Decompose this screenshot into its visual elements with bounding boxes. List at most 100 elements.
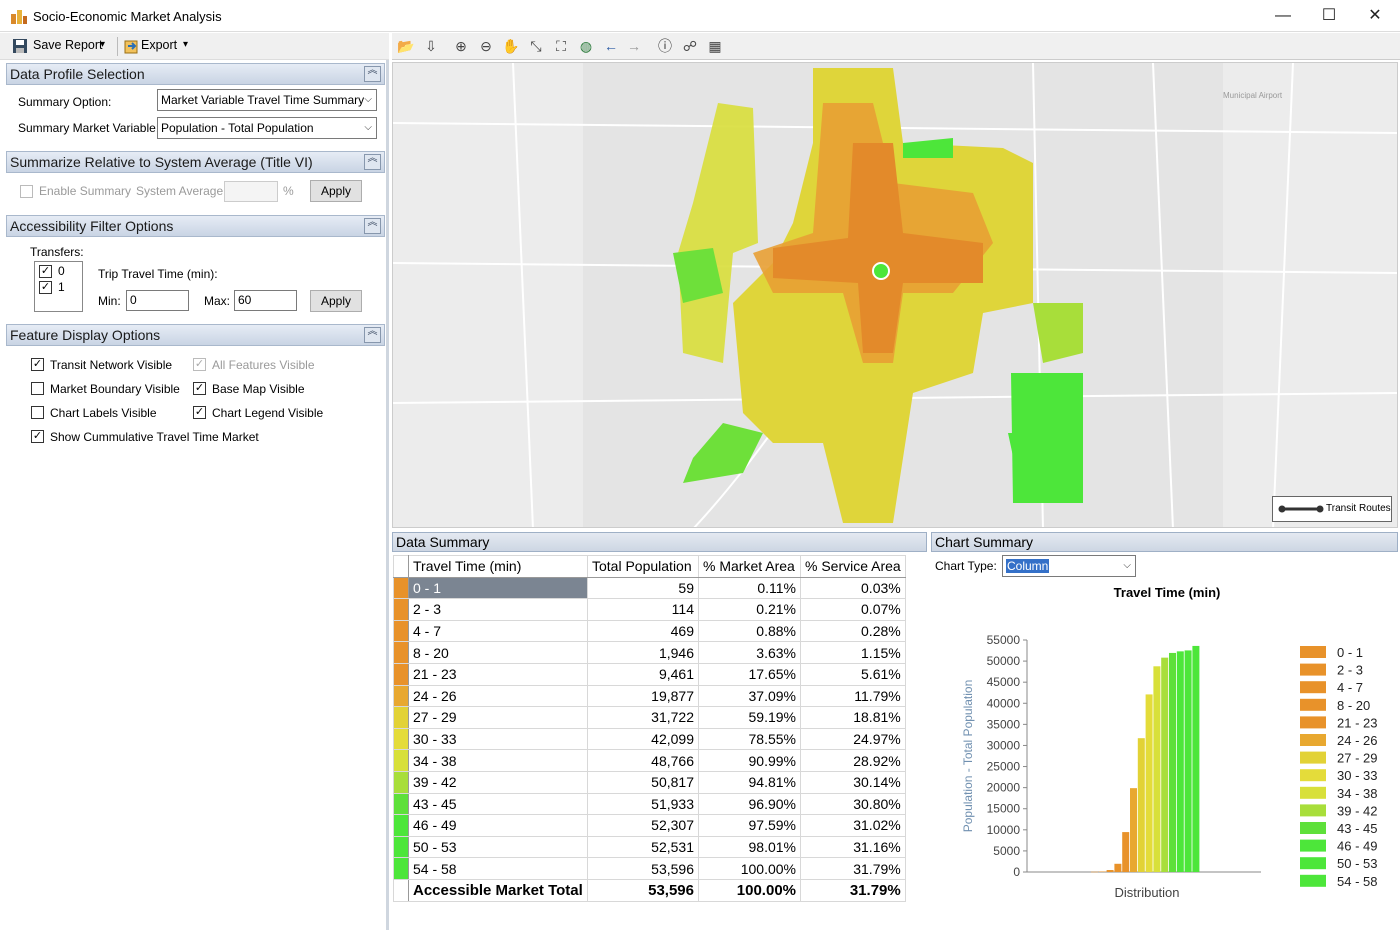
collapse-icon[interactable]: ︽ xyxy=(364,66,381,82)
market-area-cell[interactable]: 96.90% xyxy=(698,792,801,816)
column-header-market-area[interactable]: % Market Area xyxy=(698,555,801,578)
column-header-population[interactable]: Total Population xyxy=(587,555,699,578)
service-area-cell[interactable]: 18.81% xyxy=(800,706,906,729)
market-variable-dropdown[interactable]: Population - Total Population ⌵ xyxy=(157,117,377,139)
zoom-in-icon[interactable]: ⊕ xyxy=(455,38,467,54)
full-extent-icon[interactable]: ⛶ xyxy=(556,38,566,54)
transit-network-checkbox[interactable]: ✓ xyxy=(31,358,44,371)
service-area-cell[interactable]: 0.07% xyxy=(800,598,906,621)
min-time-input[interactable]: 0 xyxy=(126,290,189,311)
market-area-cell[interactable]: 0.88% xyxy=(698,619,801,643)
back-arrow-icon[interactable]: ← xyxy=(604,38,618,54)
section-header-data-profile[interactable]: Data Profile Selection ︽ xyxy=(6,63,385,85)
minimize-button[interactable]: — xyxy=(1275,7,1291,24)
market-area-cell[interactable]: 0.11% xyxy=(698,576,801,600)
service-area-cell[interactable]: 31.02% xyxy=(800,814,906,837)
population-cell[interactable]: 59 xyxy=(587,576,699,600)
market-area-cell[interactable]: 0.21% xyxy=(698,598,801,621)
population-cell[interactable]: 114 xyxy=(587,598,699,621)
table-row[interactable]: 54 - 58 53,596 100.00% 31.79% xyxy=(393,857,906,880)
transfer-1-checkbox[interactable]: ✓ xyxy=(39,281,52,294)
info-icon[interactable]: ⓘ xyxy=(658,38,672,54)
save-report-button[interactable]: Save Report ▾ xyxy=(8,36,108,57)
service-area-cell[interactable]: 28.92% xyxy=(800,749,906,772)
add-layer-icon[interactable]: ⇩ xyxy=(425,38,437,54)
population-cell[interactable]: 469 xyxy=(587,619,699,643)
table-row[interactable]: 46 - 49 52,307 97.59% 31.02% xyxy=(393,814,906,837)
max-time-input[interactable]: 60 xyxy=(234,290,297,311)
base-map-checkbox[interactable]: ✓ xyxy=(193,382,206,395)
travel-time-cell[interactable]: 50 - 53 xyxy=(408,835,588,859)
close-button[interactable]: ✕ xyxy=(1368,7,1382,24)
chart-legend-checkbox[interactable]: ✓ xyxy=(193,406,206,419)
table-row[interactable]: 0 - 1 59 0.11% 0.03% xyxy=(393,576,906,600)
table-row[interactable]: 34 - 38 48,766 90.99% 28.92% xyxy=(393,749,906,772)
section-header-summarize[interactable]: Summarize Relative to System Average (Ti… xyxy=(6,151,385,173)
table-row[interactable]: 43 - 45 51,933 96.90% 30.80% xyxy=(393,792,906,816)
open-folder-icon[interactable]: 📂 xyxy=(397,38,415,54)
population-cell[interactable]: 1,946 xyxy=(587,641,699,664)
travel-time-cell[interactable]: 39 - 42 xyxy=(408,770,588,794)
zoom-out-icon[interactable]: ⊖ xyxy=(480,38,492,54)
service-area-cell[interactable]: 30.14% xyxy=(800,770,906,794)
maximize-button[interactable]: ☐ xyxy=(1321,7,1337,24)
population-cell[interactable]: 42,099 xyxy=(587,727,699,751)
travel-time-cell[interactable]: 0 - 1 xyxy=(408,576,588,600)
market-area-cell[interactable]: 94.81% xyxy=(698,770,801,794)
population-cell[interactable]: 31,722 xyxy=(587,706,699,729)
travel-time-cell[interactable]: 21 - 23 xyxy=(408,662,588,686)
service-area-cell[interactable]: 1.15% xyxy=(800,641,906,664)
section-header-feature-display[interactable]: Feature Display Options ︽ xyxy=(6,324,385,346)
binoculars-icon[interactable]: ☍ xyxy=(682,38,698,54)
service-area-cell[interactable]: 0.03% xyxy=(800,576,906,600)
column-header-service-area[interactable]: % Service Area xyxy=(800,555,906,578)
export-button[interactable]: Export ▾ xyxy=(121,36,201,57)
population-cell[interactable]: 52,307 xyxy=(587,814,699,837)
population-cell[interactable]: 19,877 xyxy=(587,684,699,708)
filter-apply-button[interactable]: Apply xyxy=(310,290,362,312)
travel-time-cell[interactable]: 43 - 45 xyxy=(408,792,588,816)
table-row[interactable]: 24 - 26 19,877 37.09% 11.79% xyxy=(393,684,906,708)
market-area-cell[interactable]: 100.00% xyxy=(698,857,801,880)
globe-icon[interactable]: ◍ xyxy=(579,38,593,54)
travel-time-cell[interactable]: 4 - 7 xyxy=(408,619,588,643)
table-row[interactable]: 21 - 23 9,461 17.65% 5.61% xyxy=(393,662,906,686)
transfer-0-checkbox[interactable]: ✓ xyxy=(39,265,52,278)
service-area-cell[interactable]: 5.61% xyxy=(800,662,906,686)
table-row[interactable]: 30 - 33 42,099 78.55% 24.97% xyxy=(393,727,906,751)
service-area-cell[interactable]: 30.80% xyxy=(800,792,906,816)
service-area-cell[interactable]: 11.79% xyxy=(800,684,906,708)
market-area-cell[interactable]: 97.59% xyxy=(698,814,801,837)
collapse-icon[interactable]: ︽ xyxy=(364,327,381,343)
cumulative-checkbox[interactable]: ✓ xyxy=(31,430,44,443)
chart-type-dropdown[interactable]: Column ⌵ xyxy=(1002,555,1136,577)
population-cell[interactable]: 9,461 xyxy=(587,662,699,686)
market-area-cell[interactable]: 98.01% xyxy=(698,835,801,859)
zoom-to-fit-icon[interactable]: ⤡ xyxy=(530,38,542,54)
all-features-checkbox[interactable]: ✓ xyxy=(193,358,206,371)
measure-icon[interactable]: ▦ xyxy=(708,38,722,54)
population-cell[interactable]: 52,531 xyxy=(587,835,699,859)
travel-time-cell[interactable]: 54 - 58 xyxy=(408,857,588,880)
market-area-cell[interactable]: 3.63% xyxy=(698,641,801,664)
population-cell[interactable]: 48,766 xyxy=(587,749,699,772)
travel-time-cell[interactable]: 2 - 3 xyxy=(408,598,588,621)
summary-apply-button[interactable]: Apply xyxy=(310,180,362,202)
table-row[interactable]: 27 - 29 31,722 59.19% 18.81% xyxy=(393,706,906,729)
population-cell[interactable]: 53,596 xyxy=(587,857,699,880)
chart-labels-checkbox[interactable] xyxy=(31,406,44,419)
table-row[interactable]: 8 - 20 1,946 3.63% 1.15% xyxy=(393,641,906,664)
travel-time-cell[interactable]: 27 - 29 xyxy=(408,706,588,729)
map-view[interactable]: Municipal Airport Transit Routes xyxy=(392,62,1398,528)
market-area-cell[interactable]: 17.65% xyxy=(698,662,801,686)
travel-time-cell[interactable]: 46 - 49 xyxy=(408,814,588,837)
collapse-icon[interactable]: ︽ xyxy=(364,218,381,234)
population-cell[interactable]: 51,933 xyxy=(587,792,699,816)
service-area-cell[interactable]: 0.28% xyxy=(800,619,906,643)
system-average-input[interactable] xyxy=(224,181,278,202)
summary-option-dropdown[interactable]: Market Variable Travel Time Summary ⌵ xyxy=(157,89,377,111)
population-cell[interactable]: 50,817 xyxy=(587,770,699,794)
section-header-accessibility[interactable]: Accessibility Filter Options ︽ xyxy=(6,215,385,237)
table-row[interactable]: 2 - 3 114 0.21% 0.07% xyxy=(393,598,906,621)
collapse-icon[interactable]: ︽ xyxy=(364,154,381,170)
